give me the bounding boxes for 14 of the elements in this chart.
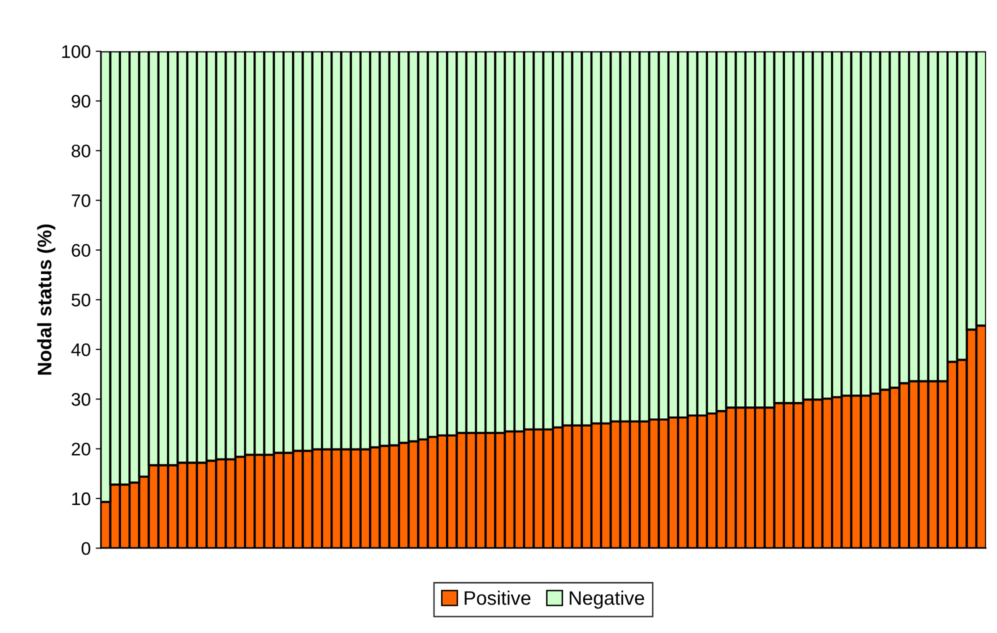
legend-label: Negative <box>570 590 644 609</box>
y-tick-label: 30 <box>72 393 90 406</box>
y-tick-label: 50 <box>72 294 90 306</box>
y-tick-label: 0 <box>82 542 90 555</box>
y-axis-title: Nodal status (%) <box>37 224 56 375</box>
legend-label: Positive <box>464 590 530 605</box>
y-tick-label: 60 <box>72 244 90 257</box>
y-tick-label: 80 <box>72 144 90 158</box>
y-tick-label: 20 <box>72 442 90 456</box>
y-tick-label: 100 <box>62 45 90 58</box>
y-tick-label: 90 <box>72 94 90 108</box>
y-tick-label: 40 <box>71 343 90 356</box>
y-tick-label: 10 <box>72 492 90 506</box>
y-tick-label: 70 <box>72 194 90 208</box>
